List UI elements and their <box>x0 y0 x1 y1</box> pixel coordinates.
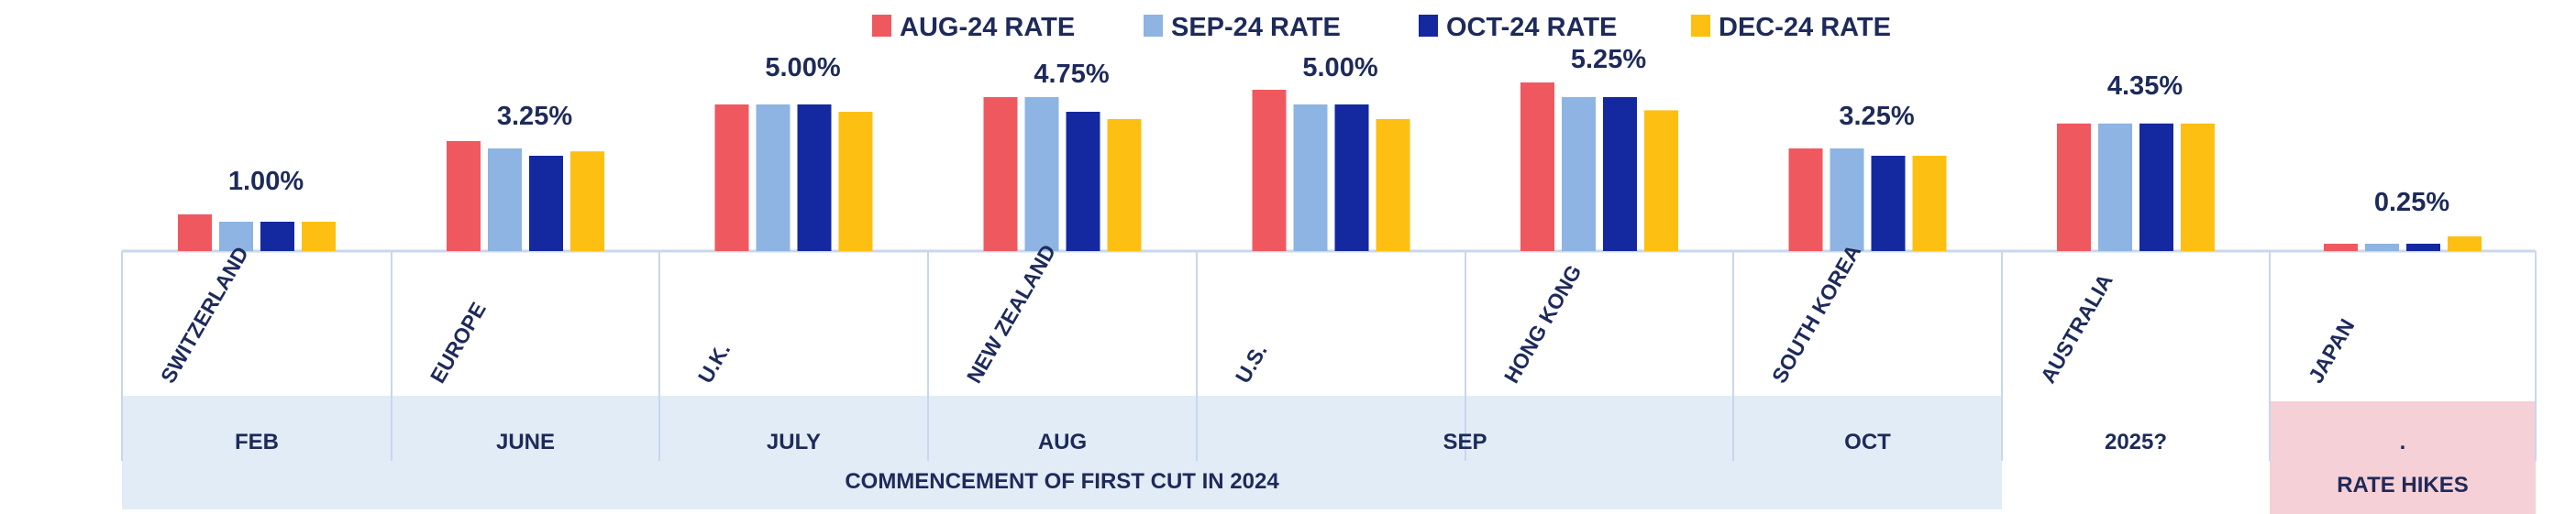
bar-u-s-aug-24-rate <box>1252 90 1287 251</box>
value-label-hong-kong: 5.25% <box>1571 45 1646 74</box>
bar-australia-oct-24-rate <box>2139 123 2173 251</box>
bar-switzerland-dec-24-rate <box>302 222 336 251</box>
bar-switzerland-oct-24-rate <box>260 222 294 251</box>
bar-europe-sep-24-rate <box>488 148 522 251</box>
bar-south-korea-sep-24-rate <box>1830 148 1864 251</box>
category-label-new-zealand: NEW ZEALAND <box>962 240 1060 387</box>
bar-australia-dec-24-rate <box>2181 123 2215 251</box>
value-label-europe: 3.25% <box>497 102 572 131</box>
bar-new-zealand-aug-24-rate <box>983 97 1018 251</box>
band-commencement-of-first-cut-in-2024 <box>122 396 2002 509</box>
value-label-japan: 0.25% <box>2374 188 2449 217</box>
bar-switzerland-aug-24-rate <box>178 214 212 251</box>
bar-u-s-oct-24-rate <box>1334 104 1369 251</box>
bar-hong-kong-oct-24-rate <box>1603 97 1637 251</box>
band-rate-hikes <box>2270 401 2536 514</box>
bar-u-k-oct-24-rate <box>797 104 832 251</box>
bar-europe-aug-24-rate <box>447 141 481 251</box>
bar-u-s-dec-24-rate <box>1376 119 1410 251</box>
category-label-japan: JAPAN <box>2304 314 2360 387</box>
category-label-switzerland: SWITZERLAND <box>156 243 253 388</box>
legend-swatch-oct-24-rate <box>1419 15 1438 37</box>
bar-europe-dec-24-rate <box>570 151 604 251</box>
bar-u-s-sep-24-rate <box>1293 104 1328 251</box>
timing-label-july: JULY <box>767 430 821 454</box>
legend-swatch-dec-24-rate <box>1691 15 1710 37</box>
bar-australia-aug-24-rate <box>2057 123 2091 251</box>
legend-label-aug-24-rate: AUG-24 RATE <box>900 13 1075 42</box>
bar-new-zealand-oct-24-rate <box>1066 112 1100 251</box>
bar-hong-kong-sep-24-rate <box>1562 97 1596 251</box>
bar-u-k-aug-24-rate <box>714 104 749 251</box>
category-label-u-k: U.K. <box>693 339 735 388</box>
band-label: COMMENCEMENT OF FIRST CUT IN 2024 <box>845 469 1279 494</box>
timing-label-june: JUNE <box>496 430 555 454</box>
category-label-south-korea: SOUTH KOREA <box>1767 240 1865 387</box>
bar-hong-kong-aug-24-rate <box>1520 82 1554 251</box>
value-label-switzerland: 1.00% <box>228 167 304 196</box>
value-label-u-s: 5.00% <box>1302 53 1377 82</box>
band-label: RATE HIKES <box>2337 473 2469 498</box>
legend-label-oct-24-rate: OCT-24 RATE <box>1446 13 1617 42</box>
timing-label-2025: 2025? <box>2105 430 2167 454</box>
category-label-hong-kong: HONG KONG <box>1499 260 1587 387</box>
value-label-south-korea: 3.25% <box>1839 102 1914 131</box>
bar-japan-sep-24-rate <box>2365 244 2399 251</box>
bar-japan-oct-24-rate <box>2406 244 2440 251</box>
bar-south-korea-dec-24-rate <box>1912 156 1947 251</box>
bar-south-korea-oct-24-rate <box>1871 156 1906 251</box>
timing-label-aug: AUG <box>1038 430 1087 454</box>
bar-new-zealand-sep-24-rate <box>1024 97 1059 251</box>
bar-australia-sep-24-rate <box>2098 123 2132 251</box>
category-label-europe: EUROPE <box>426 298 491 387</box>
bar-japan-aug-24-rate <box>2324 244 2358 251</box>
category-label-australia: AUSTRALIA <box>2036 269 2117 387</box>
value-label-u-k: 5.00% <box>765 53 840 82</box>
bar-japan-dec-24-rate <box>2448 236 2482 251</box>
bar-u-k-dec-24-rate <box>838 112 873 251</box>
legend-label-sep-24-rate: SEP-24 RATE <box>1171 13 1341 42</box>
bar-south-korea-aug-24-rate <box>1788 148 1823 251</box>
bar-switzerland-sep-24-rate <box>219 222 253 251</box>
legend-swatch-aug-24-rate <box>872 15 891 37</box>
legend-swatch-sep-24-rate <box>1144 15 1163 37</box>
timing-label-oct: OCT <box>1844 430 1891 454</box>
timing-label-sep: SEP <box>1443 430 1487 454</box>
category-label-u-s: U.S. <box>1231 340 1272 388</box>
bar-hong-kong-dec-24-rate <box>1644 110 1678 252</box>
timing-label-feb: FEB <box>235 430 279 454</box>
value-label-new-zealand: 4.75% <box>1034 60 1109 89</box>
bar-new-zealand-dec-24-rate <box>1107 119 1142 251</box>
bar-u-k-sep-24-rate <box>756 104 790 251</box>
timing-label-: . <box>2400 430 2406 454</box>
bar-europe-oct-24-rate <box>529 156 563 251</box>
legend-label-dec-24-rate: DEC-24 RATE <box>1719 13 1891 42</box>
value-label-australia: 4.35% <box>2107 71 2183 101</box>
